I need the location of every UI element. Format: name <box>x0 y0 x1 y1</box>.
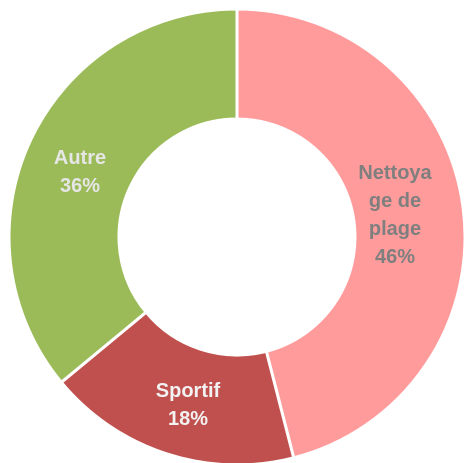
value-label: 36% <box>59 175 101 197</box>
category-label: Nettoyage de plage <box>358 162 432 240</box>
slice-label: Nettoyage de plage 46% <box>355 159 435 271</box>
value-label: 46% <box>374 246 416 268</box>
value-label: 18% <box>167 408 209 430</box>
slice-label: Sportif 18% <box>128 377 248 433</box>
donut-slice <box>7 7 239 385</box>
donut-slice <box>235 7 464 460</box>
category-label: Autre <box>53 147 107 169</box>
slice-label: Autre 36% <box>30 144 130 200</box>
donut-slice <box>59 310 296 463</box>
category-label: Sportif <box>155 380 221 402</box>
